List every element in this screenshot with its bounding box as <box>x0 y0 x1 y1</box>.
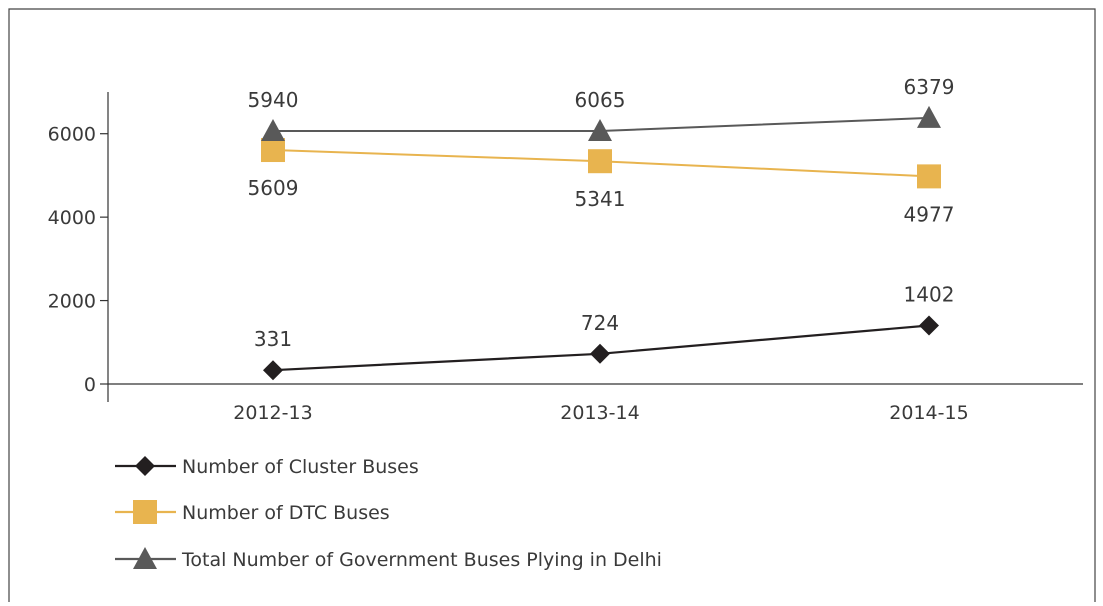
data-point <box>263 360 283 381</box>
data-point <box>261 119 285 142</box>
data-label: 6065 <box>575 88 626 112</box>
legend-label: Number of DTC Buses <box>182 502 390 524</box>
legend-label: Total Number of Government Buses Plying … <box>181 549 662 571</box>
series-1: 5609 5341 4977 <box>248 138 955 226</box>
series-2: 5940 6065 6379 <box>248 75 955 142</box>
legend-label: Number of Cluster Buses <box>182 456 419 478</box>
data-label: 4977 <box>904 202 955 226</box>
y-tick-label: 6000 <box>48 124 96 146</box>
legend-item-1: Number of DTC Buses <box>115 500 390 524</box>
data-label: 331 <box>254 327 292 351</box>
data-label: 724 <box>581 311 619 335</box>
legend-item-0: Number of Cluster Buses <box>115 456 419 478</box>
legend-marker <box>135 456 155 476</box>
data-point <box>588 149 612 174</box>
data-point <box>917 164 941 189</box>
y-tick-label: 2000 <box>48 291 96 313</box>
legend-marker <box>133 547 157 569</box>
data-point <box>590 343 610 364</box>
data-point <box>917 105 941 128</box>
data-point <box>588 119 612 142</box>
x-tick-label: 2013-14 <box>560 402 639 424</box>
series-0: 331 724 1402 <box>254 283 955 381</box>
x-tick-label: 2014-15 <box>889 402 968 424</box>
chart-border <box>8 8 1096 603</box>
data-label: 5609 <box>248 176 299 200</box>
data-point <box>261 138 285 163</box>
data-label: 5341 <box>575 187 626 211</box>
data-label: 5940 <box>248 88 299 112</box>
data-label: 1402 <box>904 283 955 307</box>
x-tick-label: 2012-13 <box>233 402 312 424</box>
data-label: 6379 <box>904 75 955 99</box>
legend-marker <box>133 500 157 524</box>
legend-item-2: Total Number of Government Buses Plying … <box>115 547 662 571</box>
data-point <box>919 315 939 336</box>
y-tick-label: 0 <box>84 374 96 396</box>
y-tick-label: 4000 <box>48 207 96 229</box>
